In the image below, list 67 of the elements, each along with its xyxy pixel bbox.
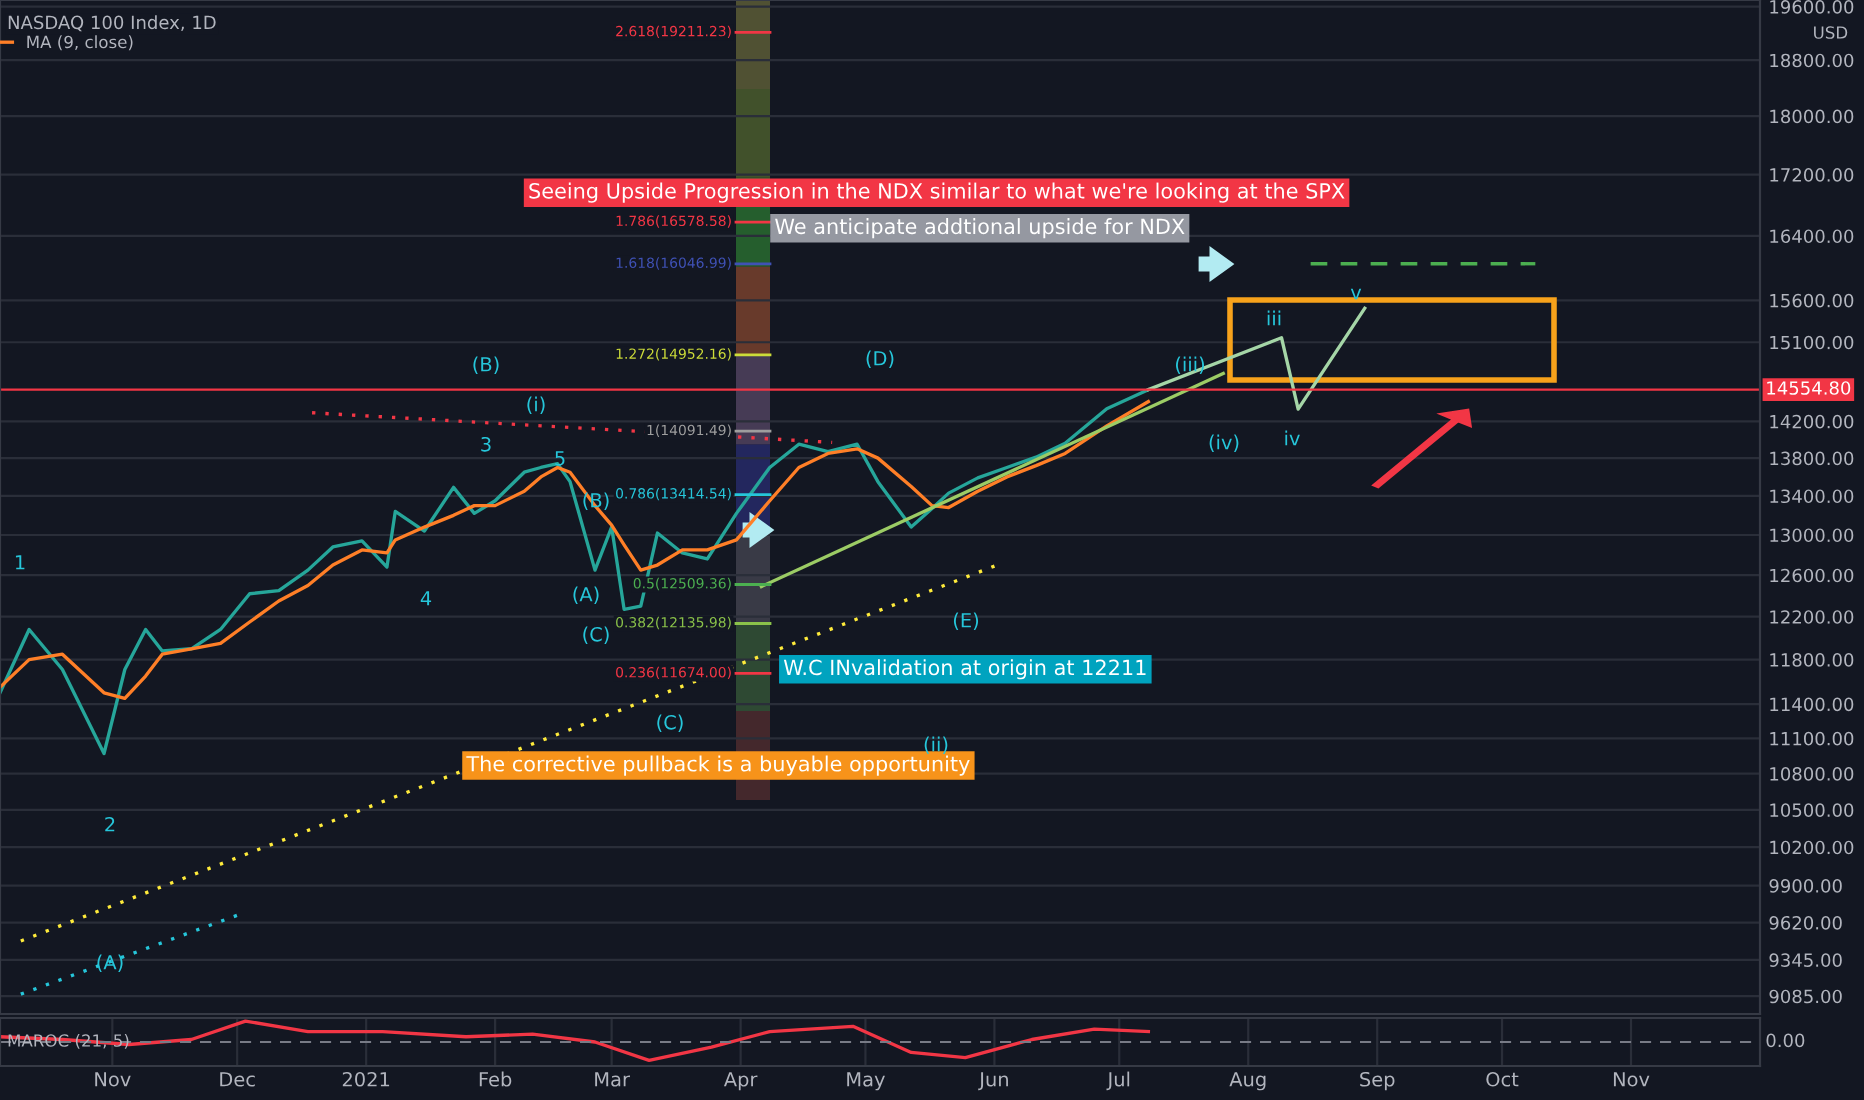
y-tick-label: 10500.00 (1770, 803, 1854, 817)
annotation: 1 (15, 555, 25, 570)
text: USD (1814, 26, 1848, 39)
y-tick-label: 15600.00 (1770, 293, 1854, 308)
annotation: The corrective pullback is a buyable opportunity (466, 755, 970, 776)
line-series (0, 387, 1151, 756)
annotation: (B) (473, 356, 499, 374)
x-tick-label: Dec (220, 1072, 255, 1087)
line-series (0, 399, 1151, 701)
y-tick-label: 16400.00 (1770, 229, 1854, 244)
y-tick-label: 15100.00 (1770, 335, 1854, 350)
annotation: iv (1285, 430, 1300, 446)
annotation: 5 (555, 451, 565, 466)
y-tick-label: 9085.00 (1769, 989, 1842, 1004)
y-tick-label: 17200.00 (1770, 168, 1854, 182)
y-tick-label: 13800.00 (1770, 451, 1854, 466)
line-series (1146, 306, 1367, 411)
annotation: (C) (657, 714, 683, 732)
y-tick-label: 11800.00 (1770, 653, 1854, 667)
y-tick-label: 10800.00 (1770, 767, 1854, 781)
annotation: Seeing Upside Progression in the NDX similar to what we're looking at the SPX (529, 182, 1345, 203)
x-tick-label: Feb (479, 1071, 512, 1087)
x-tick-label: Jun (978, 1072, 1008, 1091)
annotation: 3 (481, 436, 491, 452)
annotation: (D) (866, 350, 894, 368)
y-tick-label: 13000.00 (1770, 528, 1854, 543)
annotation: (A) (573, 586, 599, 604)
x-tick-label: Oct (1486, 1071, 1519, 1087)
x-tick-label: Sep (1360, 1071, 1395, 1091)
x-tick-label: Aug (1229, 1072, 1266, 1091)
annotation: (iii) (1175, 356, 1205, 374)
legend-label: MA (9, close) (27, 35, 133, 51)
y-tick-label: 14200.00 (1770, 414, 1854, 429)
y-tick-label: 10200.00 (1770, 840, 1854, 855)
x-tick-label: 2021 (342, 1071, 390, 1087)
annotation: W.C INvalidation at origin at 12211 (783, 659, 1146, 680)
y-tick-label: 13400.00 (1770, 489, 1854, 504)
annotation: We anticipate addtional upside for NDX (775, 218, 1185, 239)
ref-line-label: 14554.80 (1767, 381, 1851, 395)
x-tick-label: Jul (1106, 1071, 1130, 1091)
annotation: v (1350, 288, 1362, 300)
y-tick-label: 9620.00 (1769, 915, 1842, 930)
annotation: iii (1267, 310, 1281, 326)
y-tick-label: 11100.00 (1770, 731, 1854, 746)
annotation: (iv) (1209, 434, 1239, 452)
x-tick-label: Nov (1613, 1072, 1650, 1087)
x-tick-label: Apr (723, 1072, 758, 1091)
annotation: 4 (420, 591, 432, 606)
y-tick-label: 12600.00 (1770, 568, 1854, 583)
ref-line-label: 0.00 (1766, 1033, 1805, 1048)
annotation: (i) (527, 396, 545, 414)
annotation: (ii) (924, 736, 948, 754)
y-tick-label: 11400.00 (1770, 697, 1854, 712)
y-tick-label: 9345.00 (1769, 953, 1842, 967)
annotation: (C) (583, 626, 609, 644)
x-tick-label: May (847, 1072, 885, 1091)
y-tick-label: 18800.00 (1770, 53, 1854, 68)
y-tick-label: 9900.00 (1769, 879, 1842, 893)
text: NASDAQ 100 Index, 1D (8, 15, 216, 32)
x-tick-label: Mar (595, 1072, 630, 1087)
y-tick-label: 19600.00 (1770, 0, 1854, 14)
annotation: 2 (105, 816, 115, 832)
x-tick-label: Nov (95, 1072, 131, 1087)
y-tick-label: 12200.00 (1770, 610, 1854, 624)
annotation: (A) (97, 954, 123, 972)
annotation: (E) (953, 612, 979, 630)
y-tick-label: 18000.00 (1770, 109, 1854, 124)
